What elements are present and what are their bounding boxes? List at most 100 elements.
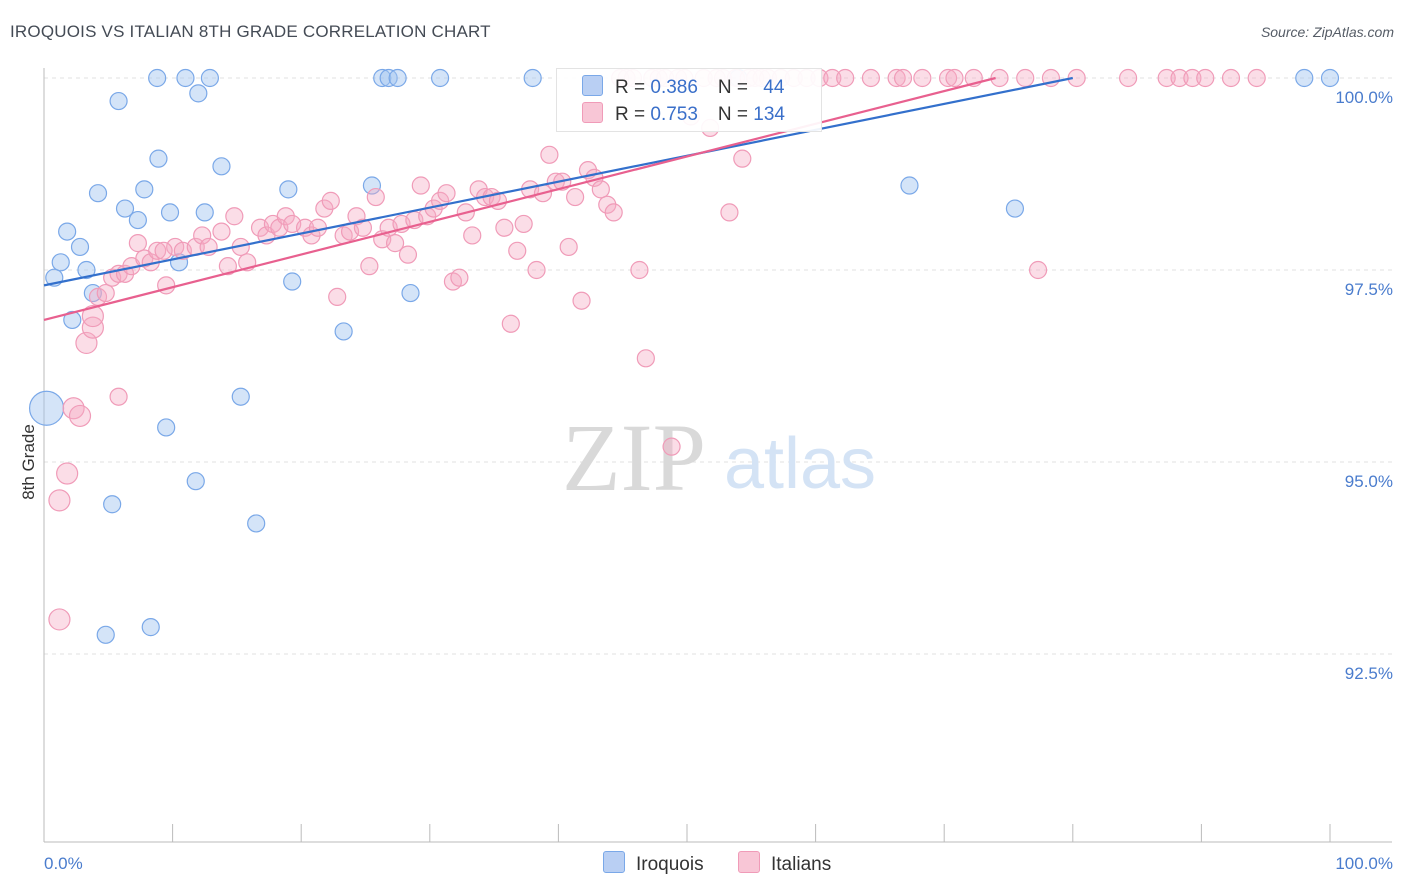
n-value: 134 bbox=[753, 104, 785, 125]
r-value: 0.386 bbox=[650, 77, 698, 98]
italians-point bbox=[733, 149, 752, 168]
legend-item-iroquois: Iroquois bbox=[603, 851, 704, 876]
iroquois-point bbox=[189, 84, 208, 103]
iroquois-legend-swatch bbox=[603, 851, 625, 873]
iroquois-point bbox=[1295, 68, 1314, 88]
italians-point bbox=[1196, 68, 1215, 88]
iroquois-point bbox=[28, 390, 65, 426]
italians-point bbox=[109, 387, 128, 406]
italians-point bbox=[1170, 68, 1189, 88]
iroquois-point bbox=[231, 387, 250, 406]
iroquois-point bbox=[430, 68, 450, 88]
italians-point bbox=[836, 68, 855, 88]
italians-point bbox=[366, 187, 385, 207]
chart-title: IROQUOIS VS ITALIAN 8TH GRADE CORRELATIO… bbox=[10, 22, 491, 41]
italians-points bbox=[48, 68, 1266, 631]
italians-point bbox=[225, 207, 244, 226]
italians-point bbox=[720, 203, 739, 222]
italians-point bbox=[566, 187, 585, 207]
iroquois-swatch bbox=[582, 75, 603, 96]
iroquois-point bbox=[334, 322, 353, 341]
trend-lines bbox=[43, 76, 1074, 321]
iroquois-point bbox=[141, 618, 160, 637]
italians-point bbox=[193, 226, 212, 245]
watermark-atlas: atlas bbox=[724, 424, 876, 504]
italians-point bbox=[1157, 68, 1176, 88]
italians-point bbox=[385, 234, 405, 253]
iroquois-point bbox=[63, 310, 82, 330]
italians-point bbox=[128, 234, 147, 253]
iroquois-point bbox=[176, 68, 195, 88]
iroquois-trend-line bbox=[43, 76, 1074, 287]
italians-point bbox=[1028, 260, 1048, 280]
italians-point bbox=[508, 241, 527, 260]
iroquois-point bbox=[51, 253, 70, 272]
italians-point bbox=[218, 257, 237, 276]
italians-point bbox=[913, 68, 932, 88]
italians-point bbox=[572, 291, 591, 310]
italians-point bbox=[450, 268, 469, 287]
italians-point bbox=[630, 260, 649, 280]
italians-point bbox=[1247, 68, 1266, 88]
italians-point bbox=[437, 184, 456, 203]
iroquois-point bbox=[523, 68, 542, 88]
italians-point bbox=[604, 203, 623, 222]
italians-point bbox=[893, 68, 913, 88]
iroquois-point bbox=[1005, 199, 1025, 218]
italians-point bbox=[1016, 68, 1035, 88]
stats-legend: R = 0.386 N = 44 R = 0.753 N = 134 bbox=[556, 68, 822, 132]
watermark-zip: ZIP bbox=[562, 404, 706, 511]
iroquois-point bbox=[900, 176, 919, 195]
italians-legend-swatch bbox=[738, 851, 760, 873]
iroquois-point bbox=[135, 180, 154, 199]
iroquois-point bbox=[109, 91, 128, 111]
iroquois-point bbox=[186, 472, 205, 491]
iroquois-point bbox=[58, 222, 77, 241]
iroquois-point bbox=[77, 260, 96, 280]
r-value: 0.753 bbox=[650, 104, 698, 125]
italians-point bbox=[823, 68, 842, 88]
iroquois-point bbox=[283, 272, 302, 291]
iroquois-point bbox=[149, 149, 168, 168]
iroquois-point bbox=[279, 180, 298, 199]
iroquois-point bbox=[103, 495, 122, 514]
y-tick-label: 100.0% bbox=[1335, 88, 1393, 107]
iroquois-point bbox=[148, 68, 167, 88]
n-value: 44 bbox=[763, 77, 785, 98]
iroquois-point bbox=[128, 210, 147, 230]
italians-point bbox=[1118, 68, 1138, 88]
iroquois-point bbox=[160, 203, 180, 222]
x-tick-label-max: 100.0% bbox=[1335, 854, 1393, 873]
n-label: N = bbox=[717, 104, 754, 125]
italians-point bbox=[48, 489, 71, 512]
iroquois-point bbox=[200, 68, 219, 88]
y-axis-title: 8th Grade bbox=[19, 424, 38, 500]
iroquois-points bbox=[28, 68, 1340, 644]
italians-point bbox=[945, 68, 964, 88]
iroquois-point bbox=[247, 514, 266, 533]
axis-labels: 92.5% 95.0% 97.5% 100.0% 0.0% 100.0% 8th Grade bbox=[19, 88, 1393, 873]
italians-point bbox=[48, 608, 71, 631]
iroquois-point bbox=[195, 203, 214, 222]
iroquois-point bbox=[373, 68, 392, 88]
italians-legend-label: Italians bbox=[771, 854, 832, 875]
iroquois-point bbox=[157, 418, 176, 437]
italians-point bbox=[81, 304, 104, 328]
italians-point bbox=[514, 214, 533, 234]
n-label: N = bbox=[717, 77, 754, 98]
italians-point bbox=[321, 191, 340, 210]
iroquois-point bbox=[362, 176, 382, 195]
italians-point bbox=[527, 260, 546, 280]
italians-point bbox=[411, 176, 430, 195]
iroquois-point bbox=[388, 68, 407, 88]
iroquois-point bbox=[88, 184, 108, 203]
italians-point bbox=[328, 287, 347, 306]
italians-point bbox=[887, 68, 906, 88]
italians-point bbox=[353, 218, 373, 237]
iroquois-point bbox=[70, 237, 90, 257]
italians-point bbox=[96, 283, 115, 303]
iroquois-point bbox=[96, 625, 115, 644]
legend-item-italians: Italians bbox=[738, 851, 831, 876]
iroquois-point bbox=[212, 157, 231, 176]
